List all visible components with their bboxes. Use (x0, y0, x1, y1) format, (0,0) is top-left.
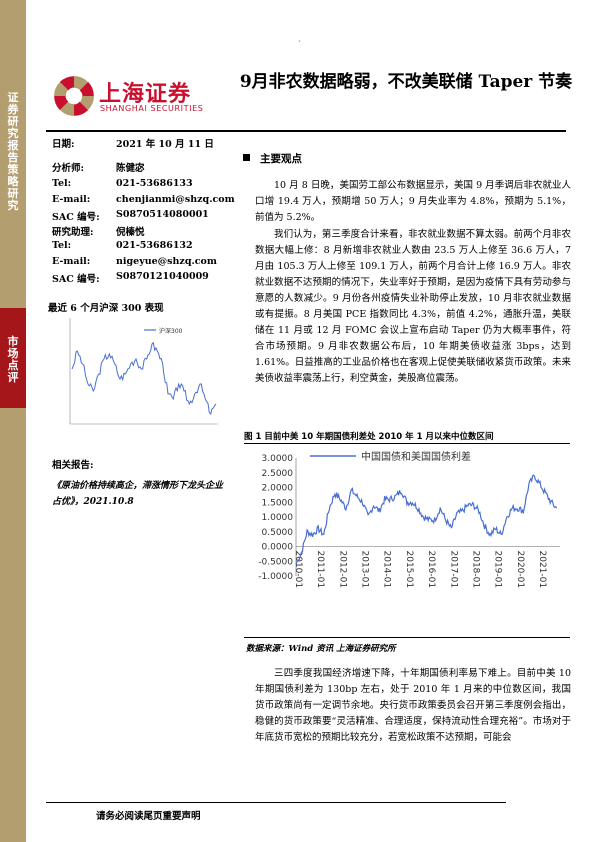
sidebar-category-label: 证券研究报告 策略研究 (7, 91, 19, 212)
spread-x-tick-label: 2014-01 (382, 551, 392, 589)
related-report-item[interactable]: 《原油价格持续高企，滞涨情形下龙头企业占优》，2021.10.8 (52, 481, 224, 507)
company-logo: 上海证券 SHANGHAI SECURITIES (52, 74, 222, 120)
info-value: S0870514080001 (116, 209, 209, 220)
figure-title: 图 1 目前中美 10 年期国债利差处 2010 年 1 月以来中位数区间 (244, 432, 494, 442)
spread-x-tick-label: 2018-01 (470, 551, 480, 589)
figure-bottom-rule (244, 637, 570, 638)
spread-x-tick-label: 2010-01 (293, 551, 303, 589)
sidebar-highlight (0, 308, 26, 408)
info-key: 分析师: (52, 163, 85, 174)
related-reports-label: 相关报告: (52, 460, 94, 471)
spread-y-tick-label: -0.5000 (258, 557, 293, 567)
footer-disclaimer[interactable]: 请务必阅读尾页重要声明 (96, 811, 201, 822)
hs300-series-line (71, 341, 217, 416)
info-value: 陈健宓 (116, 163, 145, 174)
footer-divider (46, 802, 506, 803)
hs300-chart-block: 最近 6 个月沪深 300 表现 沪深300 (48, 300, 226, 456)
info-value: S0870121040009 (116, 271, 209, 282)
spread-x-tick-label: 2011-01 (315, 551, 325, 589)
scan-mark: ` (298, 40, 302, 49)
spread-y-tick-label: 2.0000 (262, 484, 294, 494)
spread-y-tick-label: 0.0000 (262, 543, 294, 553)
hs300-chart: 沪深300 (69, 318, 218, 425)
info-key: E-mail: (52, 194, 91, 205)
section-heading: 主要观点 (243, 151, 302, 166)
info-value: chenjianmi@shzq.com (116, 194, 235, 205)
info-value: 2021 年 10 月 11 日 (116, 139, 214, 150)
logo-name-en: SHANGHAI SECURITIES (100, 104, 204, 113)
figure-source: 数据来源：Wind 资讯 上海证券研究所 (246, 644, 396, 654)
spread-y-tick-label: 2.5000 (262, 469, 294, 479)
spread-y-tick-label: -1.0000 (258, 572, 293, 582)
paragraph-1: 10 月 8 日晚，美国劳工部公布数据显示，美国 9 月季调后非农就业人口增 1… (255, 180, 571, 223)
info-key: Tel: (52, 240, 72, 251)
paragraph-3: 三四季度我国经济增速下降，十年期国债利率易下难上。目前中美 10 年期国债利差为… (255, 668, 571, 743)
sidebar: 证券研究报告 策略研究 市场点评 (0, 0, 26, 842)
spread-x-tick-label: 2019-01 (493, 551, 503, 589)
info-key: Tel: (52, 178, 72, 189)
spread-y-tick-label: 0.5000 (262, 528, 294, 538)
info-key: SAC 编号: (52, 212, 100, 223)
info-key: SAC 编号: (52, 274, 100, 285)
spread-x-tick-label: 2015-01 (404, 551, 414, 589)
spread-x-tick-label: 2017-01 (448, 551, 458, 589)
info-value: nigeyue@shzq.com (116, 256, 217, 267)
spread-x-tick-label: 2021-01 (537, 551, 547, 589)
info-key: 日期: (52, 139, 75, 150)
spread-y-tick-label: 3.0000 (262, 454, 294, 464)
info-value: 倪榛悦 (116, 227, 145, 238)
spread-x-axis: 2010-01 2011-01 2012-01 2013-01 2014-01 2015-… (293, 546, 560, 589)
info-key: 研究助理: (52, 227, 94, 238)
spread-series-line (295, 474, 558, 565)
hs300-chart-label: 最近 6 个月沪深 300 表现 (48, 303, 164, 314)
info-key: E-mail: (52, 256, 91, 267)
spread-x-tick-label: 2016-01 (426, 551, 436, 589)
spread-y-axis: -1.0000 -0.5000 0.0000 0.5000 1.0000 1.5000 2.… (258, 454, 297, 582)
sidebar-report-type-label: 市场点评 (7, 335, 19, 384)
figure-top-rule (244, 443, 570, 444)
logo-name-cn: 上海证券 (99, 82, 192, 107)
hs300-legend-label: 沪深300 (159, 327, 183, 335)
title-divider (46, 130, 566, 132)
spread-y-tick-label: 1.0000 (262, 513, 294, 523)
spread-chart: -1.0000 -0.5000 0.0000 0.5000 1.0000 1.5000 2.… (258, 450, 560, 589)
section-heading-text: 主要观点 (260, 153, 302, 165)
section-bullet-icon (243, 154, 250, 161)
spread-x-tick-label: 2020-01 (515, 551, 525, 589)
paragraph-2: 我们认为，第三季度合计来看，非农就业数据不算太弱。前两个月非农数据大幅上修：8 … (255, 229, 571, 384)
spread-x-tick-label: 2013-01 (360, 551, 370, 589)
logo-emblem-icon (54, 76, 94, 116)
report-title: 9月非农数据略弱，不改美联储 Taper 节奏 (239, 72, 573, 92)
info-value: 021-53686133 (116, 178, 193, 189)
info-value: 021-53686132 (116, 240, 193, 251)
spread-x-tick-label: 2012-01 (337, 551, 347, 589)
spread-y-tick-label: 1.5000 (262, 498, 294, 508)
related-reports: 相关报告: 《原油价格持续高企，滞涨情形下龙头企业占优》，2021.10.8 (52, 458, 227, 510)
spread-legend-label: 中国国债和美国国债利差 (361, 450, 471, 463)
